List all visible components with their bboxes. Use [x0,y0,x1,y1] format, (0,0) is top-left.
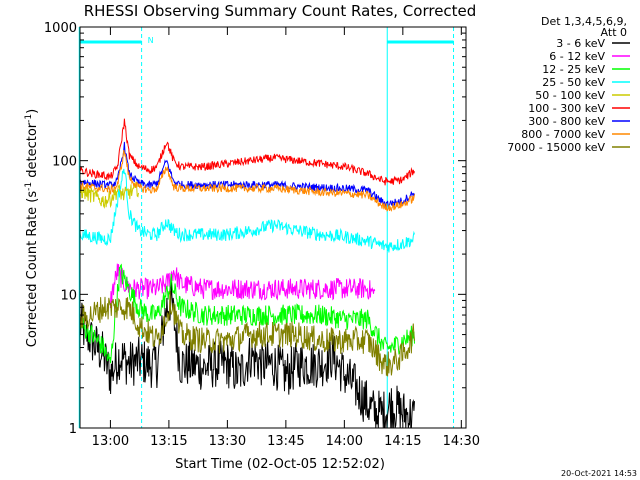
series-line-3 [80,168,415,253]
series-line-5 [80,118,415,186]
legend-label-1: 6 - 12 keV [549,50,605,63]
series-line-1 [109,263,376,309]
plot-frame [79,26,467,429]
series-line-2 [80,263,415,364]
y-tick-label-2: 100 [52,155,77,170]
y-axis-label-mid: detector [25,122,40,182]
x-tick-label-4: 14:00 [326,434,363,449]
y-tick-label-1: 10 [60,288,77,303]
x-tick-label-3: 13:45 [267,434,304,449]
timestamp-annotation: 20-Oct-2021 14:53 [561,469,637,478]
y-axis-label-main: Corrected Count Rate (s [25,191,40,348]
y-axis-label-sup2: -1 [24,114,34,123]
x-tick-label-6: 14:30 [443,434,480,449]
y-axis-label: Corrected Count Rate (s-1 detector-1) [24,109,40,347]
series-line-7 [80,149,415,212]
series-line-0 [80,278,415,428]
y-axis-label-sup1: -1 [24,182,34,191]
plot-area: N 1 10 100 1000 13:00 13:15 13:30 13:45 14:00 14:1… [44,21,480,449]
legend-label-5: 100 - 300 keV [528,102,605,115]
y-tick-label-0: 1 [69,422,77,437]
series-line-4 [80,181,139,209]
legend-label-7: 800 - 7000 keV [521,128,605,141]
legend-label-4: 50 - 100 keV [535,89,605,102]
legend-label-6: 300 - 800 keV [528,115,605,128]
legend-label-0: 3 - 6 keV [556,37,605,50]
legend-label-2: 12 - 25 keV [542,63,605,76]
x-tick-label-1: 13:15 [150,434,187,449]
series-line-8 [80,290,415,377]
legend-label-8: 7000 - 15000 keV [507,141,605,154]
legend-label-3: 25 - 50 keV [542,76,605,89]
chart-title: RHESSI Observing Summary Count Rates, Co… [84,2,477,20]
x-tick-label-2: 13:30 [209,434,246,449]
legend-header-1: Att 0 [601,26,627,39]
legend-header-0: Det 1,3,4,5,6,9, [541,15,627,28]
y-tick-label-3: 1000 [44,21,77,36]
night-marker-label: N [148,36,154,45]
x-tick-label-0: 13:00 [92,434,129,449]
x-tick-label-5: 14:15 [384,434,421,449]
y-axis-label-end: ) [25,109,40,114]
x-axis-label: Start Time (02-Oct-05 12:52:02) [175,457,385,472]
series-group [80,118,415,428]
